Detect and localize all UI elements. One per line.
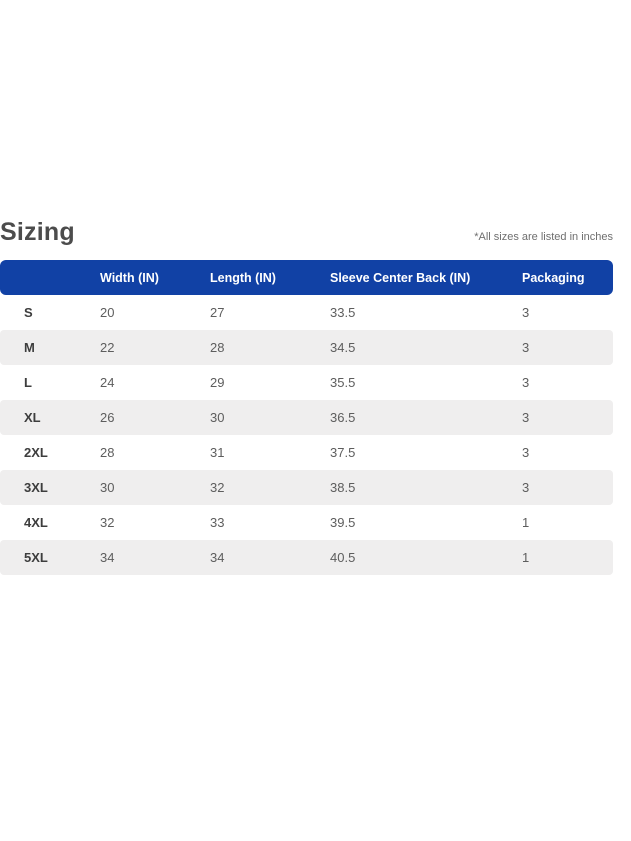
size-label-cell: M <box>24 340 35 355</box>
size-label-cell: S <box>24 305 33 320</box>
packaging-value-cell: 3 <box>522 375 530 390</box>
length-value-cell: 31 <box>210 445 225 460</box>
section-header: Sizing *All sizes are listed in inches <box>0 218 613 247</box>
packaging-value-cell: 3 <box>522 305 530 320</box>
packaging-value-cell: 3 <box>522 410 530 425</box>
sleeve-value-cell: 36.5 <box>330 410 356 425</box>
size-label-cell: 3XL <box>24 480 48 495</box>
table-row: S 20 27 33.5 3 <box>0 295 613 330</box>
packaging-value-cell: 1 <box>522 550 530 565</box>
table-row: L 24 29 35.5 3 <box>0 365 613 400</box>
length-value-cell: 28 <box>210 340 225 355</box>
packaging-value-cell: 3 <box>522 445 530 460</box>
column-header-packaging: Packaging <box>522 270 585 285</box>
table-row: 4XL 32 33 39.5 1 <box>0 505 613 540</box>
table-row: XL 26 30 36.5 3 <box>0 400 613 435</box>
table-row: 2XL 28 31 37.5 3 <box>0 435 613 470</box>
table-row: M 22 28 34.5 3 <box>0 330 613 365</box>
packaging-value-cell: 3 <box>522 340 530 355</box>
table-row: 3XL 30 32 38.5 3 <box>0 470 613 505</box>
column-header-length: Length (IN) <box>210 270 276 285</box>
length-value-cell: 34 <box>210 550 225 565</box>
size-label-cell: XL <box>24 410 41 425</box>
page-title: Sizing <box>0 218 75 246</box>
sleeve-value-cell: 38.5 <box>330 480 356 495</box>
packaging-value-cell: 3 <box>522 480 530 495</box>
size-label-cell: 4XL <box>24 515 48 530</box>
sleeve-value-cell: 33.5 <box>330 305 356 320</box>
sleeve-value-cell: 40.5 <box>330 550 356 565</box>
width-value-cell: 28 <box>100 445 115 460</box>
table-row: 5XL 34 34 40.5 1 <box>0 540 613 575</box>
size-label-cell: 5XL <box>24 550 48 565</box>
column-header-sleeve-center-back: Sleeve Center Back (IN) <box>330 270 471 285</box>
width-value-cell: 32 <box>100 515 115 530</box>
sizing-section: Sizing *All sizes are listed in inches W… <box>0 218 613 575</box>
size-label-cell: 2XL <box>24 445 48 460</box>
column-header-width: Width (IN) <box>100 270 159 285</box>
width-value-cell: 20 <box>100 305 115 320</box>
sleeve-value-cell: 39.5 <box>330 515 356 530</box>
length-value-cell: 32 <box>210 480 225 495</box>
size-label-cell: L <box>24 375 32 390</box>
sleeve-value-cell: 37.5 <box>330 445 356 460</box>
table-header-row: Width (IN) Length (IN) Sleeve Center Bac… <box>0 260 613 295</box>
length-value-cell: 27 <box>210 305 225 320</box>
length-value-cell: 29 <box>210 375 225 390</box>
sizes-inches-note: *All sizes are listed in inches <box>474 231 613 243</box>
width-value-cell: 26 <box>100 410 115 425</box>
sleeve-value-cell: 34.5 <box>330 340 356 355</box>
length-value-cell: 33 <box>210 515 225 530</box>
table-body: S 20 27 33.5 3 M 22 28 34.5 3 L 24 29 35… <box>0 295 613 575</box>
width-value-cell: 22 <box>100 340 115 355</box>
width-value-cell: 30 <box>100 480 115 495</box>
sizing-table: Width (IN) Length (IN) Sleeve Center Bac… <box>0 260 613 575</box>
sleeve-value-cell: 35.5 <box>330 375 356 390</box>
packaging-value-cell: 1 <box>522 515 530 530</box>
width-value-cell: 24 <box>100 375 115 390</box>
width-value-cell: 34 <box>100 550 115 565</box>
length-value-cell: 30 <box>210 410 225 425</box>
